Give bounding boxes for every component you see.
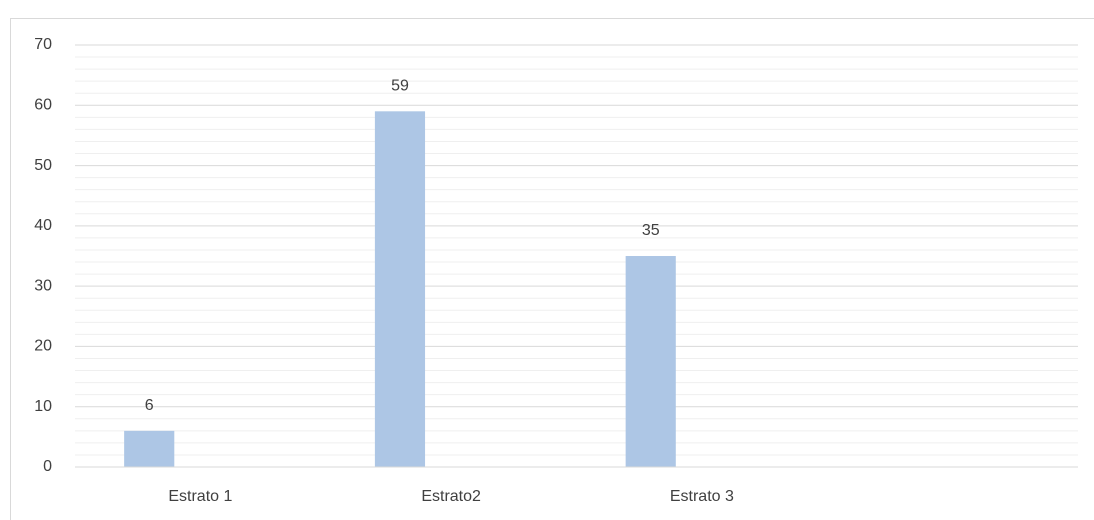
y-tick-label: 70: [34, 36, 52, 53]
chart-frame: [10, 18, 1094, 520]
y-tick-label: 50: [34, 157, 52, 174]
bar: [374, 111, 426, 468]
data-label: 6: [145, 397, 154, 414]
y-tick-label: 60: [34, 97, 52, 114]
x-tick-label: Estrato2: [421, 488, 481, 505]
data-label: 59: [391, 78, 409, 95]
y-tick-label: 40: [34, 217, 52, 234]
x-tick-label: Estrato 3: [670, 488, 734, 505]
y-tick-label: 20: [34, 338, 52, 355]
y-tick-label: 30: [34, 277, 52, 294]
bar: [625, 256, 676, 467]
x-tick-label: Estrato 1: [168, 488, 232, 505]
data-label: 35: [642, 222, 660, 239]
bar: [124, 430, 175, 467]
y-tick-label: 0: [43, 458, 52, 475]
y-tick-label: 10: [34, 398, 52, 415]
